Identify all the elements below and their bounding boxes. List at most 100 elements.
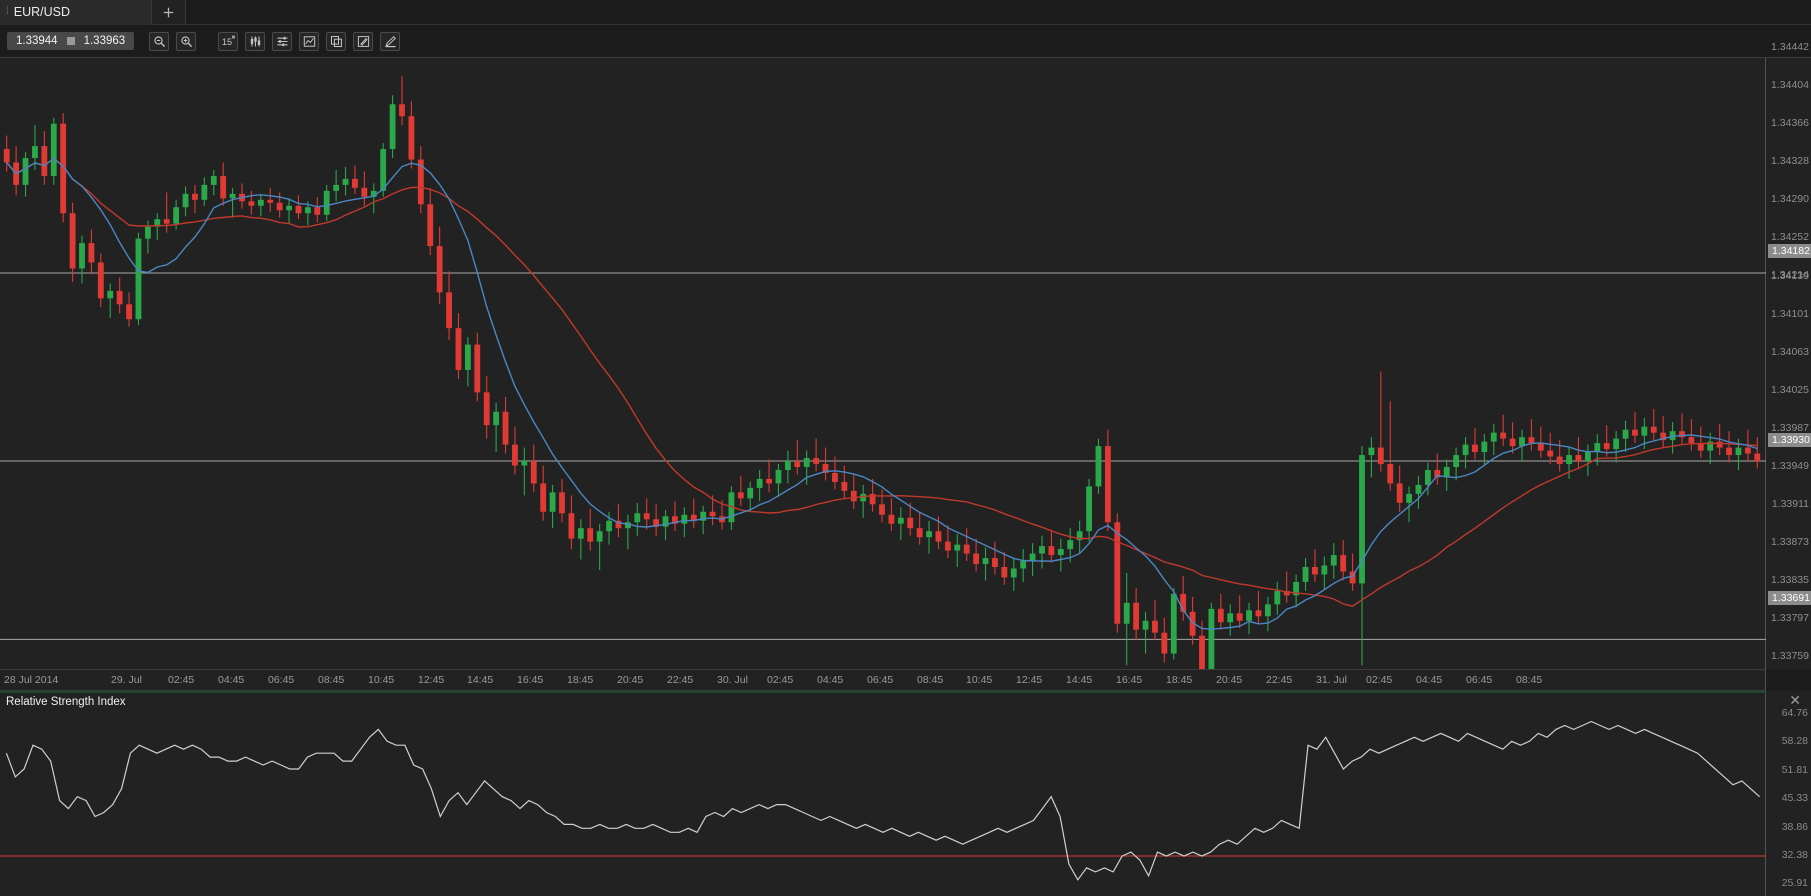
candle-body [1349, 571, 1356, 584]
tab-eurusd[interactable]: ⁞ EUR/USD [0, 0, 152, 25]
candle-body [1029, 553, 1036, 562]
candle-body [220, 175, 227, 199]
price-tick: 1.33759 [1771, 650, 1809, 662]
indicator-chart-icon [303, 35, 315, 47]
candle-body [1039, 546, 1045, 554]
candle-body [1584, 452, 1591, 462]
candle-body [333, 184, 340, 191]
candle-body [1424, 469, 1431, 485]
candle-body [1537, 443, 1544, 451]
candle-body [841, 481, 848, 491]
candle-body [813, 458, 820, 465]
candle-body [512, 444, 518, 466]
price-axis[interactable]: 1.34442 1.34404 1.34366 1.34328 1.34290 1.342… [1766, 41, 1811, 700]
candle-body [417, 159, 424, 205]
candle-body [69, 213, 76, 269]
candle-body [737, 492, 744, 499]
candle-body [1057, 549, 1064, 556]
candle-body [1283, 590, 1290, 596]
chart-type-button[interactable] [245, 31, 266, 51]
close-icon[interactable]: ✕ [1789, 692, 1801, 708]
candle-body [3, 149, 10, 163]
candle-body [1217, 608, 1224, 623]
candle-body [1312, 567, 1318, 575]
candle-body [1707, 441, 1714, 451]
candle-body [192, 193, 198, 200]
candle-body [248, 201, 255, 206]
edit-button[interactable] [353, 31, 374, 51]
candle-body [709, 511, 716, 517]
bid-price: 1.33944 [16, 35, 58, 47]
price-level-lower-label[interactable]: 1.33691 [1768, 591, 1811, 605]
candle-body [756, 478, 763, 488]
candle-body [1076, 531, 1083, 541]
candle-body [60, 123, 67, 214]
rsi-tick: 45.33 [1781, 792, 1808, 804]
candle-body [229, 193, 236, 199]
candle-body [596, 531, 603, 542]
rsi-tick: 25.91 [1781, 877, 1808, 889]
zoom-in-button[interactable] [176, 31, 197, 51]
candle-body [1114, 522, 1121, 624]
candle-body [549, 492, 556, 512]
time-tick: 02:45 [1366, 674, 1393, 686]
time-tick: 16:45 [1116, 674, 1143, 686]
candle-body [399, 104, 405, 117]
price-tick: 1.33987 [1771, 422, 1809, 434]
time-tick: 04:45 [218, 674, 245, 686]
time-tick: 12:45 [418, 674, 445, 686]
rsi-plot[interactable]: Relative Strength Index [0, 691, 1766, 896]
candle-body [1161, 632, 1168, 654]
indicator-panel[interactable]: Relative Strength Index ✕ 64.76 58.28 51.8… [0, 691, 1811, 896]
ma-slow-line [6, 157, 1758, 607]
candle-body [1406, 493, 1412, 503]
candle-body [323, 190, 330, 215]
candle-body [408, 116, 415, 160]
candle-body [464, 344, 471, 370]
duplicate-button[interactable] [326, 31, 347, 51]
candle-body [1453, 455, 1460, 467]
settings-sliders-button[interactable] [272, 31, 293, 51]
time-tick: 08:45 [1516, 674, 1543, 686]
candle-body [1547, 450, 1554, 457]
candle-body [79, 243, 85, 269]
candle-body [154, 219, 161, 227]
candle-body [1641, 426, 1648, 436]
rsi-tick: 64.76 [1781, 707, 1808, 719]
timeframe-15-icon: 15 [222, 35, 235, 47]
candlestick-plot[interactable] [0, 58, 1766, 670]
price-tick: 1.34252 [1771, 231, 1809, 243]
indicator-button[interactable] [299, 31, 320, 51]
price-chart-panel[interactable]: 1.34442 1.34404 1.34366 1.34328 1.34290 1.342… [0, 41, 1811, 700]
time-axis[interactable]: 28 Jul 2014 29. Jul 02:45 04:45 06:45 08:45 10… [0, 669, 1766, 691]
rsi-axis[interactable]: ✕ 64.76 58.28 51.81 45.33 38.86 32.38 25.91 [1766, 691, 1811, 896]
candle-body [1697, 443, 1704, 451]
candle-body [1368, 447, 1375, 456]
draw-button[interactable] [380, 31, 401, 51]
price-level-upper-label[interactable]: 1.34182 [1768, 244, 1811, 258]
candle-body [144, 226, 151, 239]
zoom-out-icon [154, 35, 165, 47]
candle-body [1142, 620, 1149, 630]
candle-body [1556, 456, 1563, 465]
candle-body [304, 207, 311, 214]
price-current-label[interactable]: 1.33930 [1768, 433, 1811, 447]
zoom-out-button[interactable] [149, 31, 170, 51]
candle-body [944, 541, 951, 551]
sliders-icon [277, 36, 288, 46]
timeframe-button[interactable]: 15 [218, 31, 239, 51]
rsi-tick: 58.28 [1781, 735, 1808, 747]
candle-body [1396, 483, 1403, 503]
candle-body [1566, 455, 1572, 465]
candle-body [1048, 546, 1055, 556]
candle-body [88, 243, 95, 263]
candle-body [982, 558, 989, 565]
add-tab-button[interactable] [152, 0, 186, 25]
candle-body [690, 514, 697, 521]
candle-body [370, 190, 377, 197]
candle-body [126, 304, 132, 320]
drag-grip-icon[interactable]: ⁞ [6, 6, 9, 17]
candle-body [342, 178, 349, 185]
candle-body [954, 544, 961, 551]
square-icon [66, 37, 75, 45]
